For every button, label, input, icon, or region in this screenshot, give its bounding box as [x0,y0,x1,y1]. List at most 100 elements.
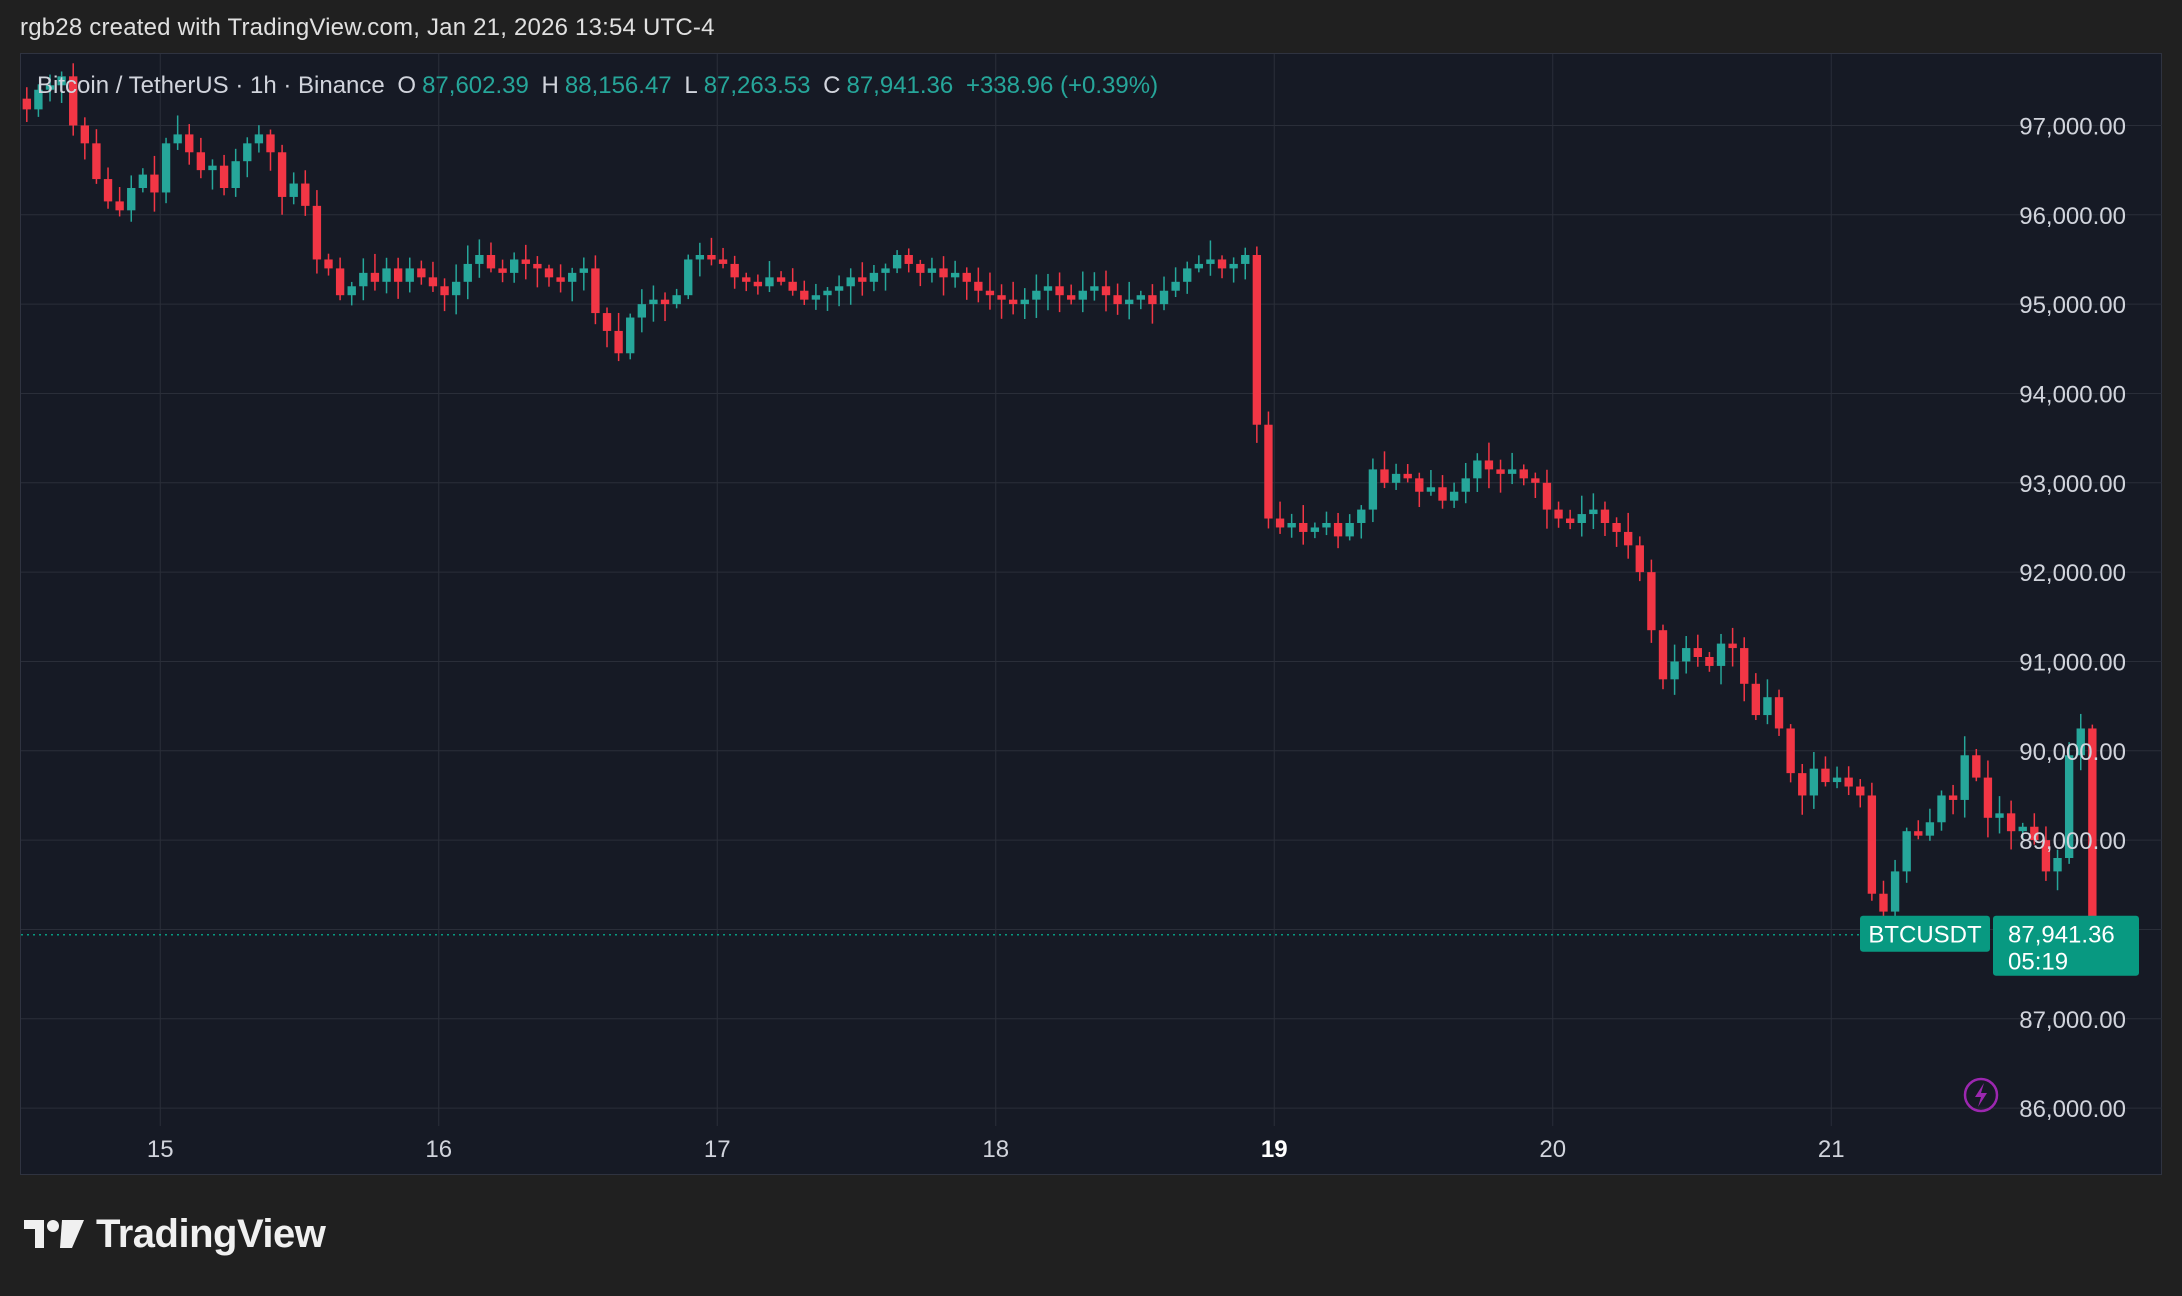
y-tick-label: 92,000.00 [2019,560,2126,587]
last-price-label: 87,941.36 [2008,922,2115,949]
legend-high: H 88,156.47 [541,72,672,99]
candle-body [660,299,670,305]
candle-body [1008,299,1018,305]
candle-body [591,268,600,314]
candle-body [161,143,171,193]
legend-symbol[interactable]: Bitcoin / TetherUS · 1h · Binance [37,72,385,99]
candle-body [254,134,264,144]
candle-body [486,255,496,269]
candle-body [498,268,507,273]
candle-body [1148,295,1157,305]
lightning-bolt-icon[interactable] [1963,1077,1999,1113]
candle-body [463,263,472,282]
candle-body [1937,795,1946,823]
candle-body [1531,478,1540,483]
y-tick-label: 94,000.00 [2019,381,2126,408]
candle-body [892,255,902,269]
y-tick-label: 97,000.00 [2019,113,2126,140]
legend-change: +338.96 (+0.39%) [965,72,1159,99]
legend-close: C 87,941.36 [823,72,954,99]
candle-body [1113,295,1122,305]
candle-body [1310,527,1320,532]
y-tick-label: 90,000.00 [2019,739,2126,766]
candle-body [637,304,647,318]
x-tick-label: 18 [982,1136,1009,1163]
candle-body [45,85,55,90]
candle-body [1565,518,1575,523]
candle-body [2064,755,2074,858]
candle-body [127,188,136,211]
x-tick-label: 20 [1539,1136,1566,1163]
candle-body [324,259,333,269]
candle-body [289,183,298,197]
candle-body [1763,697,1772,716]
candle-body [1078,290,1087,300]
x-tick-label: 19 [1261,1136,1288,1163]
candle-body [1948,795,1958,800]
candle-body [869,272,879,282]
tradingview-logo[interactable]: TradingView [24,1212,326,1256]
candle-body [1902,831,1911,872]
candle-body [417,268,426,278]
candle-body [1264,424,1273,519]
candle-body [1879,893,1888,912]
candle-body [1589,509,1598,515]
candle-body [2006,813,2016,832]
candle-body [939,268,948,278]
candle-body [811,295,821,300]
legend-open: O 87,602.39 [397,72,529,99]
chart-pane[interactable] [20,53,2162,1175]
y-tick-label: 86,000.00 [2019,1096,2126,1123]
candle-body [1914,831,1923,836]
candle-body [1403,473,1412,479]
candle-body [1856,786,1865,796]
candle-body [962,272,971,282]
candle-body [1647,572,1656,631]
candle-body [1194,263,1204,269]
candle-body [2088,728,2097,948]
candle-body [788,281,797,291]
candle-body [115,201,124,211]
candle-body [1101,286,1111,296]
candle-body [1542,482,1552,510]
candle-body [846,277,855,287]
x-tick-label: 15 [147,1136,174,1163]
candle-body [370,272,380,282]
candle-body [544,268,554,278]
candle-body [1600,509,1610,523]
candle-body [1345,523,1354,537]
candle-body [765,277,774,287]
chart-legend: Bitcoin / TetherUS · 1h · Binance O 87,60… [37,72,1164,100]
candle-body [428,277,438,287]
candle-body [742,277,751,282]
candle-body [1322,523,1331,528]
candle-body [1995,813,2004,818]
candle-body [1705,657,1714,666]
candle-body [231,161,240,188]
candle-body [1252,255,1262,425]
x-tick-label: 17 [704,1136,731,1163]
tradingview-logo-icon [24,1220,84,1248]
candle-body [950,272,960,278]
candle-body [312,205,322,260]
candle-body [1798,773,1807,796]
candle-body [834,286,844,291]
candle-body [1333,523,1343,537]
candle-body [1925,822,1935,836]
candle-body [1299,523,1308,532]
candle-body [1125,299,1134,305]
y-tick-label: 87,000.00 [2019,1007,2126,1034]
candle-body [185,134,194,153]
candle-body [823,290,832,296]
candle-body [335,268,345,296]
last-price-tag [1993,915,2139,976]
candle-body [92,143,101,180]
candle-body [730,263,739,278]
candle-body [1241,255,1250,264]
candle-body [1507,469,1517,474]
candle-body [776,277,786,282]
candle-body [579,268,588,273]
candle-body [695,255,705,260]
candle-body [1774,697,1784,729]
